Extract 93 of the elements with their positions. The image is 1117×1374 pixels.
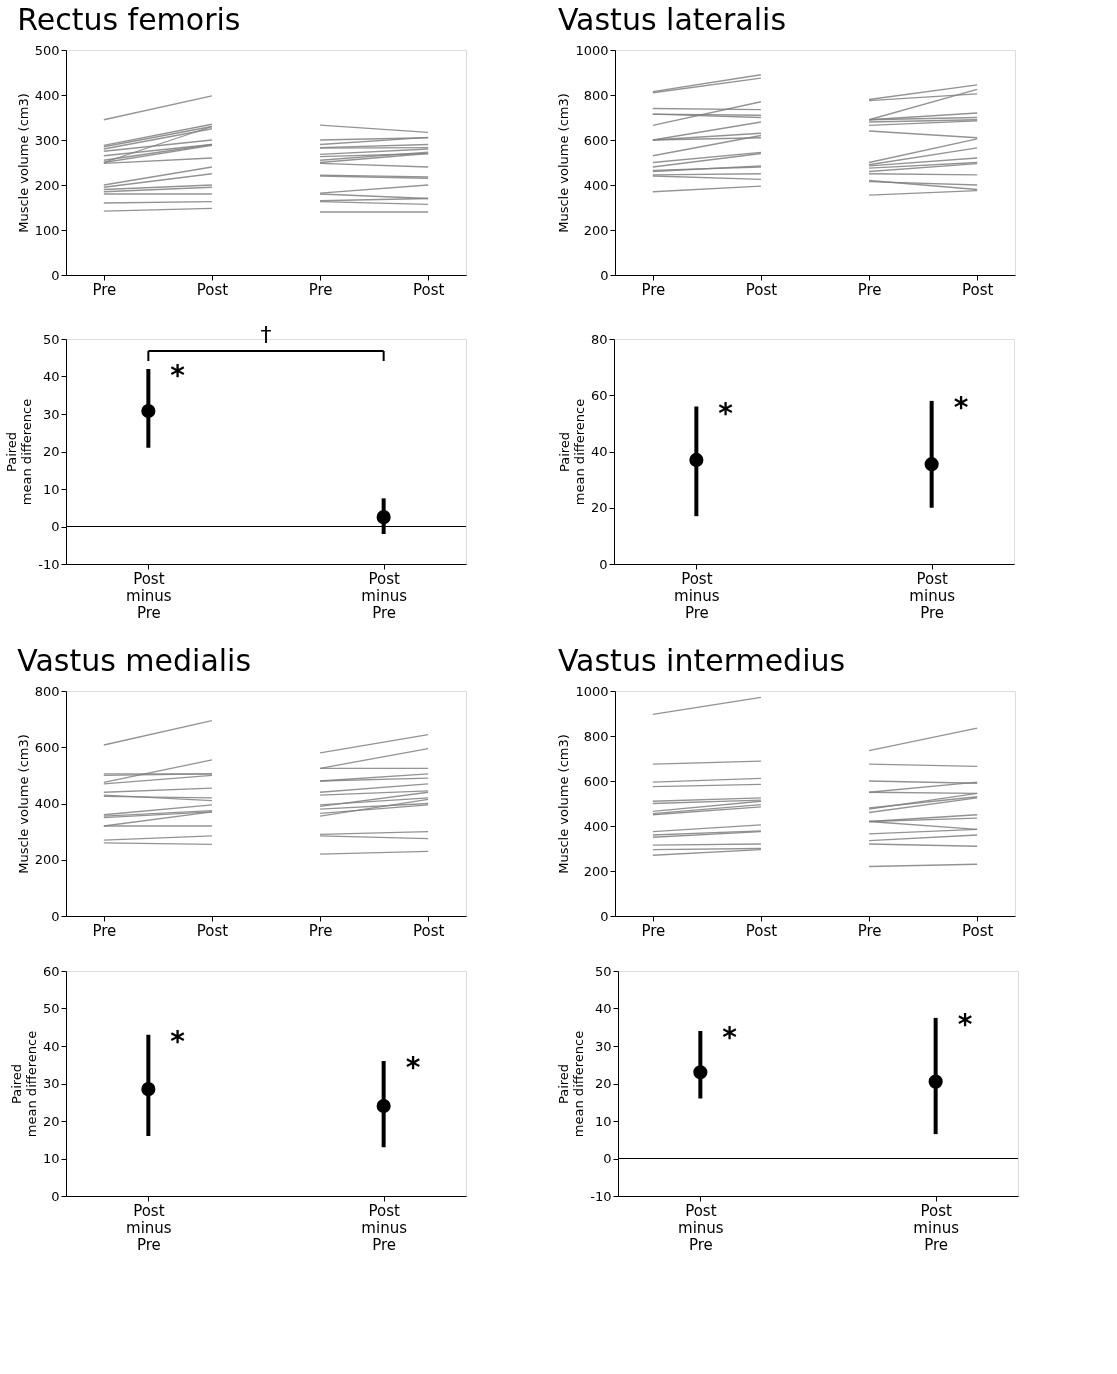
x-tick-label: Post minus Pre bbox=[126, 569, 172, 622]
x-tick-label: Post bbox=[961, 280, 994, 299]
y-tick-label: 400 bbox=[34, 796, 60, 811]
y-tick-label: 200 bbox=[583, 863, 609, 879]
annotation: * bbox=[953, 390, 969, 424]
x-tick-label: Pre bbox=[308, 921, 333, 940]
x-tick-label: Post minus Pre bbox=[913, 1201, 960, 1254]
x-tick-label: Post minus Pre bbox=[126, 1201, 172, 1254]
chart-title: Vastus intermedius bbox=[557, 643, 846, 678]
x-tick-label: Post bbox=[961, 921, 994, 940]
y-tick-label: 30 bbox=[42, 406, 60, 422]
y-tick-label: 0 bbox=[51, 267, 60, 283]
y-axis-title: Paired mean difference bbox=[8, 1030, 39, 1138]
x-tick-label: Post bbox=[745, 921, 778, 940]
y-tick-label: 0 bbox=[51, 1188, 60, 1204]
chart-title: Vastus medialis bbox=[17, 643, 252, 678]
x-tick-label: Pre bbox=[641, 921, 666, 940]
y-tick-label: 0 bbox=[51, 908, 60, 924]
x-tick-label: Post bbox=[412, 280, 445, 299]
y-tick-label: 600 bbox=[34, 739, 60, 755]
y-axis-title: Paired mean difference bbox=[556, 1030, 587, 1138]
y-tick-label: 400 bbox=[583, 177, 609, 193]
y-tick-label: 40 bbox=[42, 1038, 60, 1054]
x-tick-label: Post bbox=[745, 280, 778, 299]
y-tick-label: 0 bbox=[599, 556, 608, 572]
x-tick-label: Pre bbox=[308, 280, 333, 299]
y-tick-label: 0 bbox=[51, 519, 60, 534]
y-tick-label: 60 bbox=[42, 963, 60, 979]
y-tick-label: -10 bbox=[38, 556, 60, 572]
y-tick-label: 600 bbox=[583, 132, 609, 148]
y-tick-label: 200 bbox=[34, 177, 60, 193]
y-tick-label: 600 bbox=[583, 773, 609, 789]
y-tick-label: 200 bbox=[34, 852, 60, 868]
x-tick-label: Post minus Pre bbox=[361, 569, 408, 622]
y-tick-label: 200 bbox=[583, 222, 609, 238]
y-axis-title: Muscle volume (cm3) bbox=[556, 93, 572, 233]
y-tick-label: 30 bbox=[594, 1038, 612, 1054]
chart-title: Vastus lateralis bbox=[557, 2, 787, 37]
y-tick-label: 20 bbox=[42, 1113, 60, 1129]
y-tick-label: 300 bbox=[34, 132, 60, 148]
x-tick-label: Post minus Pre bbox=[361, 1201, 408, 1254]
y-tick-label: 10 bbox=[42, 481, 60, 497]
y-tick-label: 1000 bbox=[575, 42, 609, 58]
y-axis-title: Muscle volume (cm3) bbox=[15, 93, 31, 233]
x-tick-label: Post minus Pre bbox=[909, 569, 956, 622]
x-tick-label: Pre bbox=[92, 280, 117, 299]
annotation: * bbox=[170, 359, 186, 392]
annotation: * bbox=[722, 1021, 738, 1054]
y-tick-label: 1000 bbox=[575, 683, 609, 699]
y-tick-label: 50 bbox=[594, 963, 612, 979]
y-axis-title: Paired mean difference bbox=[556, 398, 587, 506]
y-tick-label: -10 bbox=[590, 1188, 612, 1204]
y-tick-label: 500 bbox=[34, 42, 60, 58]
x-tick-label: Pre bbox=[857, 921, 882, 940]
y-tick-label: 40 bbox=[42, 369, 60, 384]
y-tick-label: 0 bbox=[603, 1151, 612, 1166]
y-tick-label: 40 bbox=[594, 1001, 612, 1016]
x-tick-label: Pre bbox=[641, 280, 666, 299]
y-tick-label: 40 bbox=[590, 444, 608, 459]
y-tick-label: 80 bbox=[590, 331, 608, 347]
x-tick-label: Pre bbox=[92, 921, 117, 940]
x-tick-label: Post minus Pre bbox=[678, 1201, 724, 1254]
x-tick-label: Post bbox=[196, 921, 229, 940]
annotation: † bbox=[260, 322, 272, 347]
y-axis-title: Muscle volume (cm3) bbox=[15, 734, 31, 874]
chart-title: Rectus femoris bbox=[17, 2, 241, 37]
y-tick-label: 800 bbox=[583, 87, 609, 103]
annotation: * bbox=[405, 1051, 421, 1084]
x-tick-label: Pre bbox=[857, 280, 882, 299]
y-tick-label: 800 bbox=[34, 683, 60, 699]
y-tick-label: 60 bbox=[590, 387, 608, 403]
annotation: * bbox=[957, 1007, 973, 1041]
x-tick-label: Post bbox=[196, 280, 229, 299]
y-tick-label: 100 bbox=[34, 222, 60, 238]
y-tick-label: 800 bbox=[583, 728, 609, 744]
x-tick-label: Post minus Pre bbox=[674, 569, 720, 622]
y-tick-label: 30 bbox=[42, 1076, 60, 1091]
y-axis-title: Paired mean difference bbox=[4, 398, 35, 506]
y-tick-label: 20 bbox=[42, 444, 60, 459]
y-tick-label: 0 bbox=[600, 908, 609, 924]
y-tick-label: 50 bbox=[42, 1001, 60, 1016]
y-tick-label: 10 bbox=[42, 1151, 60, 1166]
y-tick-label: 20 bbox=[594, 1076, 612, 1091]
y-tick-label: 20 bbox=[590, 500, 608, 516]
annotation: * bbox=[170, 1024, 186, 1058]
y-tick-label: 10 bbox=[594, 1113, 612, 1129]
annotation: * bbox=[718, 396, 734, 430]
y-tick-label: 400 bbox=[34, 87, 60, 103]
y-tick-label: 0 bbox=[600, 267, 609, 283]
y-tick-label: 50 bbox=[42, 331, 60, 347]
y-tick-label: 400 bbox=[583, 818, 609, 834]
x-tick-label: Post bbox=[412, 921, 445, 940]
y-axis-title: Muscle volume (cm3) bbox=[556, 734, 572, 874]
